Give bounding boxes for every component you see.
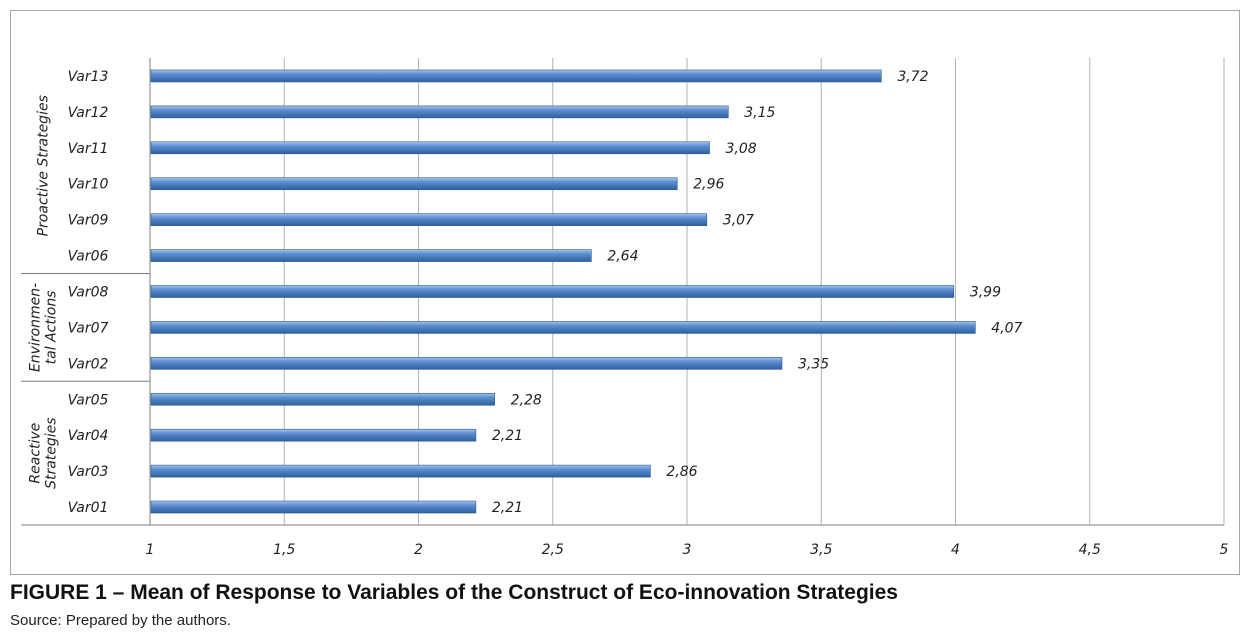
bar — [150, 177, 678, 191]
x-tick-label: 3 — [683, 542, 692, 558]
x-tick-label: 4,5 — [1079, 542, 1101, 558]
bar — [150, 213, 708, 226]
category-label: Var05 — [68, 392, 109, 408]
bar — [150, 69, 882, 83]
bars — [150, 69, 976, 514]
category-label: Var11 — [68, 141, 109, 157]
group-label: ReactiveStrategies — [28, 417, 60, 489]
category-label: Var10 — [68, 177, 109, 193]
figure-source: Source: Prepared by the authors. — [10, 612, 231, 629]
bar — [150, 357, 783, 370]
category-label: Var04 — [68, 428, 109, 444]
x-tick-label: 2 — [414, 542, 423, 558]
x-tick-label: 2,5 — [542, 542, 564, 558]
data-label: 3,08 — [725, 141, 756, 157]
bar — [150, 500, 477, 514]
data-label: 2,96 — [693, 177, 724, 193]
data-label: 3,99 — [970, 285, 1001, 301]
data-label: 2,28 — [511, 392, 542, 408]
data-label: 2,21 — [492, 428, 523, 444]
category-label: Var09 — [68, 213, 109, 229]
data-label: 2,64 — [607, 249, 638, 265]
group-label: Proactive Strategies — [36, 95, 52, 236]
category-label: Var02 — [68, 356, 109, 372]
bar — [150, 141, 710, 155]
x-tick-label: 4 — [951, 542, 960, 558]
category-label: Var08 — [68, 285, 109, 301]
bar — [150, 321, 976, 334]
axes — [21, 58, 1224, 526]
category-label: Var12 — [68, 105, 109, 121]
data-label: 3,35 — [798, 356, 829, 372]
x-tick-label: 3,5 — [810, 542, 832, 558]
bar — [150, 105, 729, 119]
data-label: 4,07 — [991, 320, 1022, 336]
bar-chart: Proactive Strategies Environmen-tal Actio… — [21, 58, 1229, 558]
bar — [150, 464, 651, 478]
chart-frame: Proactive Strategies Environmen-tal Actio… — [10, 10, 1240, 575]
data-label: 3,15 — [744, 105, 775, 121]
bar — [150, 428, 477, 442]
x-tick-label: 1,5 — [273, 542, 295, 558]
data-label: 2,21 — [492, 500, 523, 516]
category-label: Var03 — [68, 464, 109, 480]
bar — [150, 392, 495, 406]
data-label: 3,07 — [723, 213, 754, 229]
category-groups: Proactive Strategies Environmen-tal Actio… — [21, 95, 150, 489]
labels: 1 1,5 2 2,5 3 3,5 4 4,5 5 Var13 3,72 Var12 3,15 Var11… — [68, 69, 1229, 558]
bar — [150, 249, 592, 262]
x-tick-label: 5 — [1220, 542, 1229, 558]
x-tick-label: 1 — [146, 542, 155, 558]
group-label: Environmen-tal Actions — [28, 283, 60, 372]
category-label: Var06 — [68, 249, 109, 265]
category-label: Var01 — [68, 500, 109, 516]
category-label: Var07 — [68, 320, 109, 336]
category-label: Var13 — [68, 69, 109, 85]
data-label: 2,86 — [666, 464, 697, 480]
bar — [150, 285, 955, 298]
data-label: 3,72 — [897, 69, 928, 85]
figure-caption: FIGURE 1 – Mean of Response to Variables… — [10, 581, 898, 604]
